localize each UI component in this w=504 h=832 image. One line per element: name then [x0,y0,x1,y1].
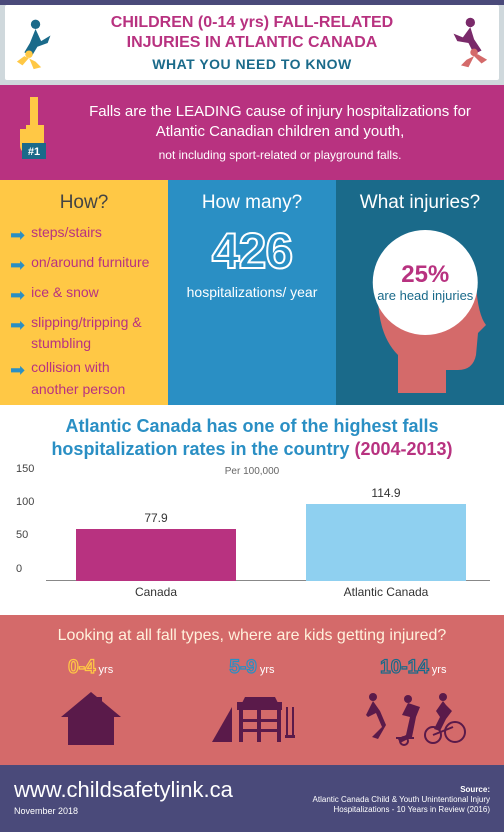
playground-icon [172,685,332,747]
how-item: steps/stairs [31,222,102,250]
lead-main: Falls are the LEADING cause of injury ho… [89,103,471,140]
chart-section: Atlantic Canada has one of the highest f… [0,405,504,615]
header-text: CHILDREN (0-14 yrs) FALL-RELATED INJURIES… [79,13,425,72]
number-one-hand-icon: #1 [12,95,58,170]
arrow-icon: ➡ [10,282,25,310]
hospitalizations-count: 426 [178,222,326,280]
falling-kids-icon [15,15,71,71]
footer-date: November 2018 [14,806,233,816]
footer: www.childsafetylink.ca November 2018 Sou… [0,765,504,832]
header-subtitle: WHAT YOU NEED TO KNOW [79,56,425,72]
arrow-icon: ➡ [10,312,25,355]
head-injury-bubble: 25% are head injuries [373,230,478,335]
bar-canada: 77.9Canada [76,529,236,581]
lead-text: Falls are the LEADING cause of injury ho… [68,102,492,163]
bar-atlantic-canada: 114.9Atlantic Canada [306,504,466,581]
where-section: Looking at all fall types, where are kid… [0,615,504,765]
where-row: 0-4yrs 5-9yrs 10-14yrs [10,657,494,747]
lead-small: not including sport-related or playgroun… [68,147,492,163]
arrow-icon: ➡ [10,222,25,250]
lead-banner: #1 Falls are the LEADING cause of injury… [0,85,504,180]
inj-heading: What injuries? [346,192,494,214]
how-heading: How? [10,192,158,214]
footer-source: Source: Atlantic Canada Child & Youth Un… [313,785,490,816]
many-heading: How many? [178,192,326,214]
footer-left: www.childsafetylink.ca November 2018 [14,777,233,816]
age-group-0-4: 0-4yrs [11,657,171,747]
how-many-column: How many? 426 hospitalizations/ year [168,180,336,405]
sports-icon [333,685,493,747]
how-item: on/around furniture [31,252,149,280]
how-item: ice & snow [31,282,99,310]
head-injury-pct: 25% [401,261,449,289]
age-group-5-9: 5-9yrs [172,657,332,747]
arrow-icon: ➡ [10,357,25,400]
how-list: ➡steps/stairs ➡on/around furniture ➡ice … [10,222,158,400]
three-columns: How? ➡steps/stairs ➡on/around furniture … [0,180,504,405]
footer-url: www.childsafetylink.ca [14,777,233,803]
age-group-10-14: 10-14yrs [333,657,493,747]
head-injury-sub: are head injuries [377,289,473,304]
how-item: slipping/tripping & stumbling [31,312,158,355]
chart-title: Atlantic Canada has one of the highest f… [14,415,490,462]
arrow-icon: ➡ [10,252,25,280]
how-item: collision with another person [31,357,158,400]
header: CHILDREN (0-14 yrs) FALL-RELATED INJURIES… [5,5,499,80]
house-icon [11,685,171,747]
bar-chart: 050100150 77.9Canada114.9Atlantic Canada [46,479,490,599]
svg-text:#1: #1 [28,146,40,158]
injuries-column: What injuries? 25% are head injuries [336,180,504,405]
hospitalizations-sub: hospitalizations/ year [178,284,326,300]
chart-per-label: Per 100,000 [14,466,490,477]
how-column: How? ➡steps/stairs ➡on/around furniture … [0,180,168,405]
falling-kids-icon-right [433,15,489,71]
title-line2: INJURIES IN ATLANTIC CANADA [127,34,378,51]
where-heading: Looking at all fall types, where are kid… [10,627,494,645]
title-line1: CHILDREN (0-14 yrs) FALL-RELATED [111,14,393,31]
